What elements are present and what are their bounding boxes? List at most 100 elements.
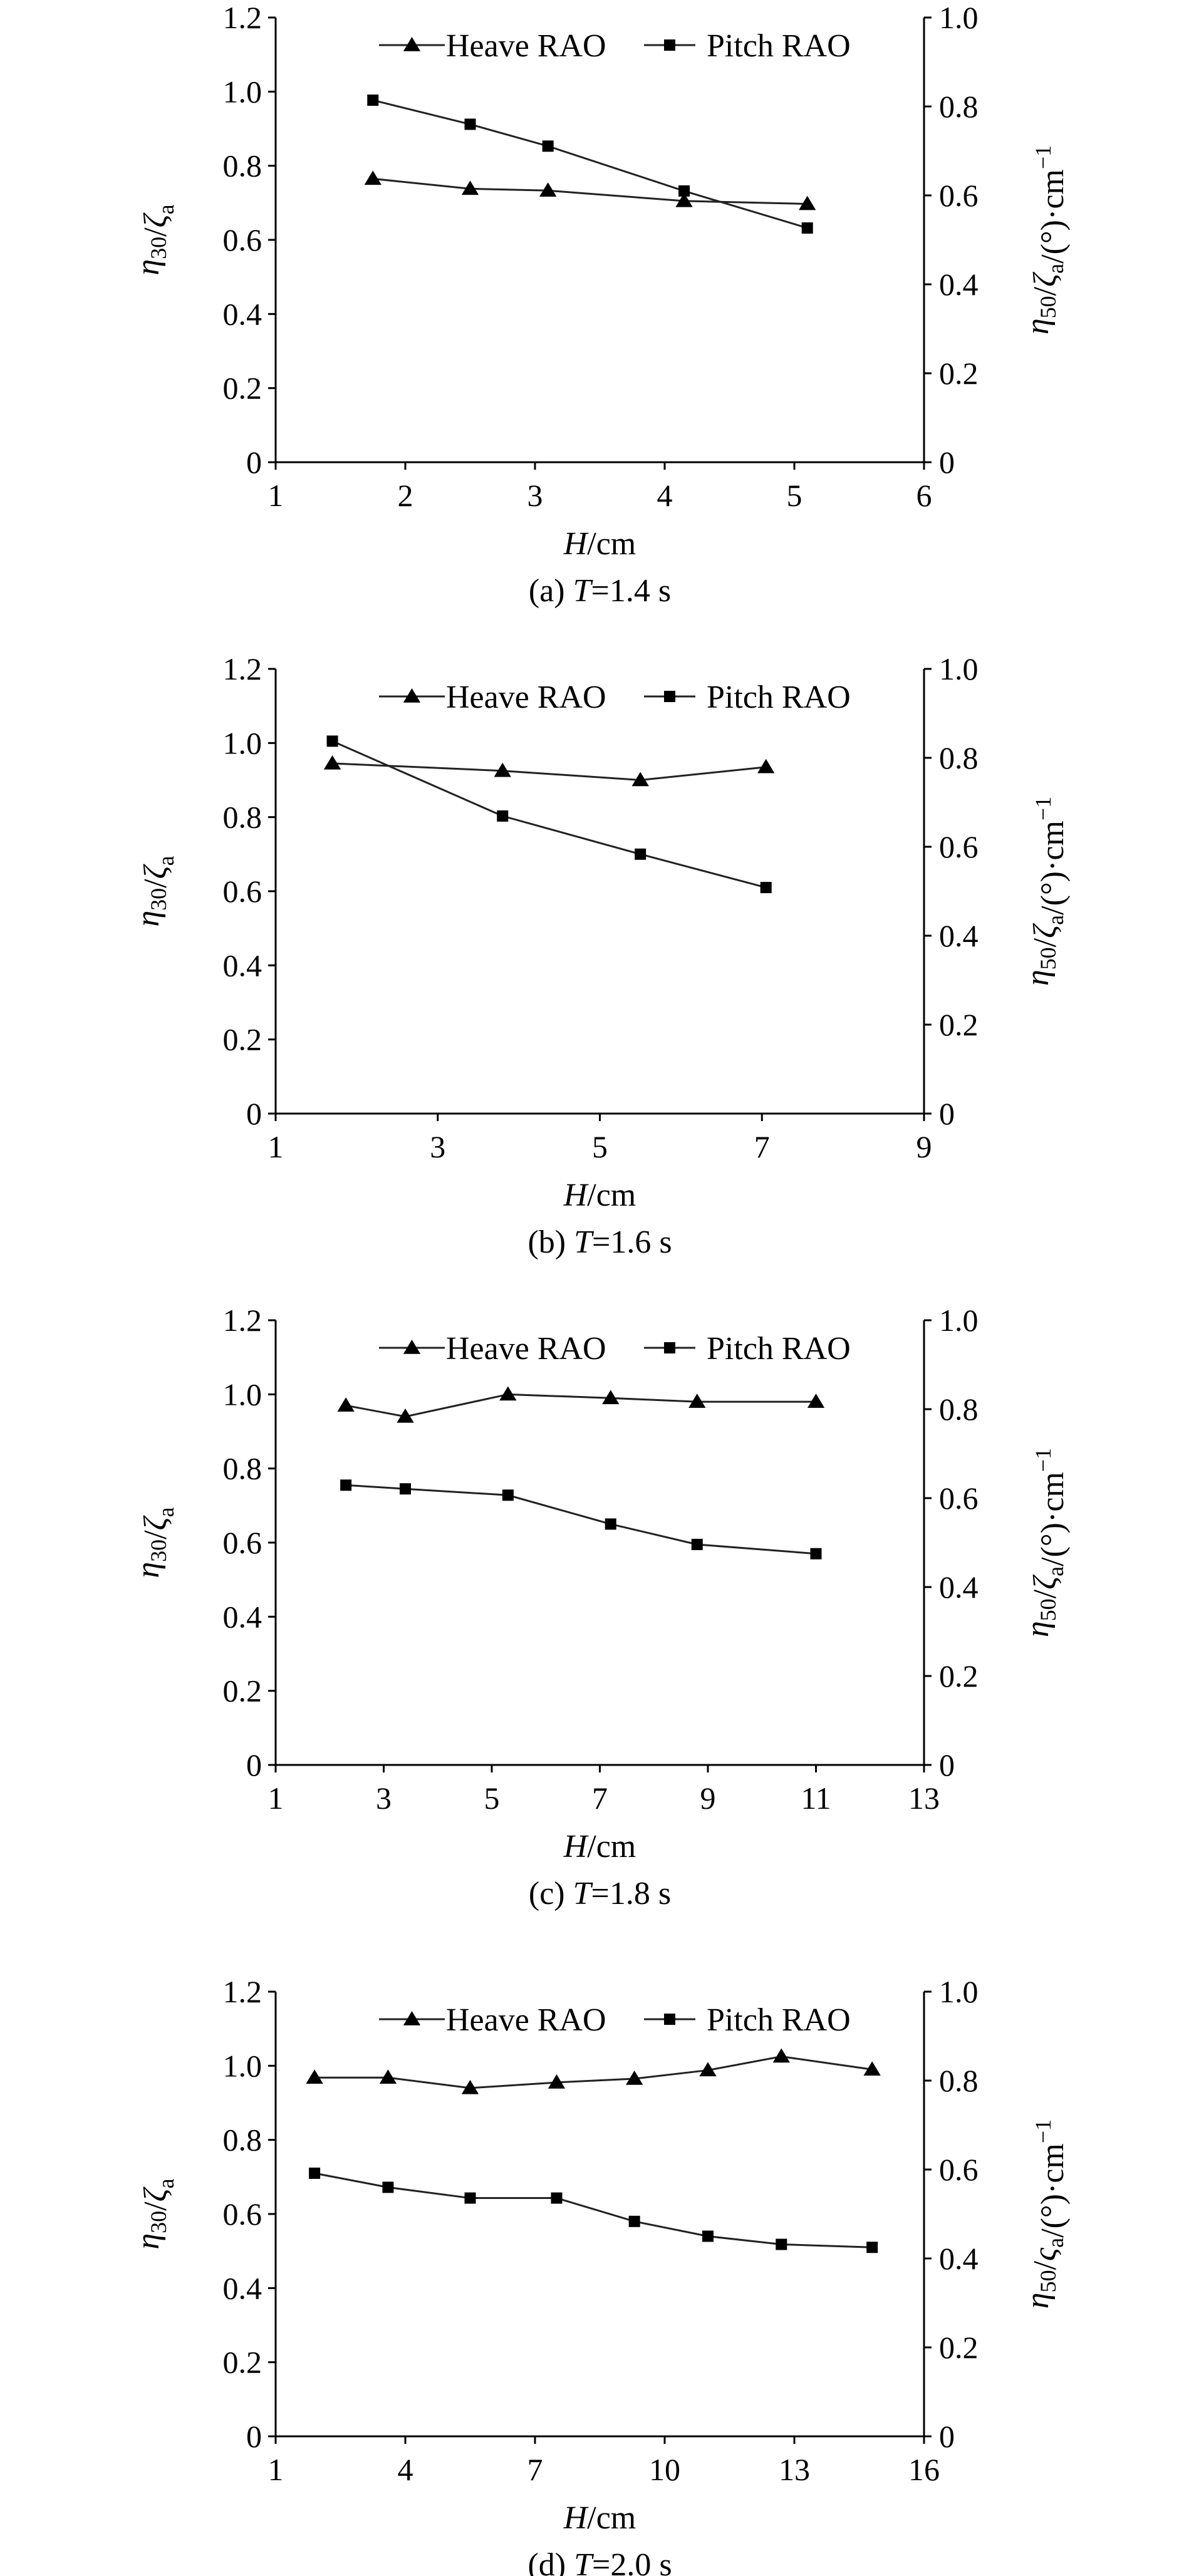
- heave-data-point: [337, 1397, 355, 1412]
- x-tick-label: 3: [527, 478, 543, 513]
- x-axis-label: H/cm: [563, 1177, 636, 1213]
- y-left-tick-label: 0: [246, 445, 262, 480]
- y-left-tick-label: 0.4: [223, 296, 262, 331]
- heave-data-point: [379, 2069, 397, 2084]
- pitch-data-point: [551, 2192, 563, 2204]
- heave-data-point: [461, 180, 479, 195]
- heave-legend-marker: [403, 1340, 421, 1354]
- x-tick-label: 16: [908, 2452, 940, 2487]
- x-tick-label: 1: [268, 1781, 284, 1816]
- y-left-tick-label: 1.2: [223, 0, 262, 35]
- y-left-tick-label: 0.8: [223, 148, 262, 184]
- heave-series-line: [373, 177, 808, 205]
- y-left-axis-label: η30/ζa: [130, 856, 179, 926]
- y-left-tick-label: 1.0: [223, 725, 262, 760]
- x-tick-label: 4: [398, 2452, 413, 2487]
- heave-legend-label: Heave RAO: [446, 28, 606, 64]
- heave-data-point: [863, 2061, 881, 2076]
- x-tick-label: 2: [398, 478, 413, 513]
- y-right-tick-label: 1.0: [939, 651, 979, 686]
- panel-caption: (a) T=1.4 s: [529, 573, 671, 609]
- y-right-tick-label: 0.8: [939, 1392, 979, 1427]
- heave-data-point: [799, 195, 816, 210]
- y-right-tick-label: 0.8: [939, 740, 979, 775]
- y-left-tick-label: 1.2: [223, 651, 262, 686]
- legend: Heave RAO Pitch RAO: [379, 1331, 851, 1367]
- pitch-legend-marker: [664, 691, 675, 702]
- x-tick-label: 13: [779, 2452, 810, 2487]
- y-left-tick-label: 0.6: [223, 1525, 262, 1560]
- y-right-tick-label: 0.6: [939, 2152, 979, 2187]
- y-right-axis-label: η50/ζa/(°)·cm−1: [1020, 1448, 1071, 1637]
- pitch-data-point: [635, 848, 647, 860]
- heave-series-line: [332, 762, 766, 782]
- heave-data-point: [626, 2071, 643, 2085]
- y-left-tick-label: 1.2: [223, 1974, 262, 2009]
- x-axis-label: H/cm: [563, 526, 636, 562]
- y-right-tick-label: 0.8: [939, 89, 979, 124]
- heave-data-point: [364, 170, 382, 185]
- y-left-axis-label: η30/ζa: [130, 2178, 179, 2249]
- pitch-legend-marker: [664, 1342, 675, 1353]
- pitch-data-point: [464, 118, 476, 130]
- y-left-tick-label: 1.0: [223, 2048, 262, 2083]
- x-tick-label: 4: [657, 478, 673, 513]
- panel-caption: (b) T=1.6 s: [527, 1224, 672, 1260]
- pitch-data-point: [497, 810, 509, 822]
- y-right-axis-label: η50/ζa/(°)·cm−1: [1020, 797, 1071, 986]
- y-right-tick-label: 0.4: [939, 1570, 979, 1605]
- y-left-tick-label: 0: [246, 2419, 262, 2454]
- x-tick-label: 9: [917, 1129, 932, 1164]
- heave-series-line: [345, 1393, 816, 1418]
- x-tick-label: 3: [376, 1781, 392, 1816]
- x-tick-label: 5: [592, 1129, 608, 1164]
- heave-legend-label: Heave RAO: [446, 2002, 606, 2038]
- heave-data-point: [688, 1394, 706, 1408]
- x-tick-label: 1: [268, 1129, 284, 1164]
- heave-data-point: [539, 182, 557, 197]
- y-right-tick-label: 0.4: [939, 267, 979, 302]
- y-left-tick-label: 1.0: [223, 1377, 262, 1412]
- heave-data-point: [699, 2062, 717, 2077]
- pitch-legend-marker: [664, 39, 675, 51]
- y-left-tick-label: 0.8: [223, 1451, 262, 1486]
- y-left-axis-label: η30/ζa: [130, 1507, 179, 1578]
- y-right-tick-label: 0: [939, 1096, 955, 1131]
- heave-legend-marker: [403, 2011, 421, 2025]
- heave-data-point: [306, 2069, 323, 2084]
- y-right-tick-label: 0.6: [939, 1481, 979, 1516]
- pitch-data-point: [702, 2230, 714, 2242]
- y-left-tick-label: 0.6: [223, 874, 262, 909]
- y-right-tick-label: 0.2: [939, 2330, 979, 2365]
- y-left-tick-label: 0.4: [223, 948, 262, 983]
- chart-panel-4: 0 0.2 0.4 0.6 0.8 1.0 1.2 0 0.2 0.4 0.6 0.8 1.0 1 4 7 10…: [130, 1974, 1071, 2576]
- y-left-tick-label: 0.8: [223, 2123, 262, 2158]
- y-left-tick-label: 0.6: [223, 2196, 262, 2232]
- pitch-data-point: [309, 2167, 321, 2179]
- pitch-data-point: [400, 1483, 411, 1495]
- y-right-tick-label: 0.2: [939, 1007, 979, 1042]
- heave-data-point: [602, 1390, 620, 1404]
- y-right-tick-label: 0: [939, 1747, 955, 1782]
- x-tick-label: 11: [801, 1781, 831, 1816]
- y-left-axis-label: η30/ζa: [130, 204, 179, 275]
- panel-caption: (d) T=2.0 s: [527, 2547, 672, 2576]
- pitch-data-point: [382, 2181, 394, 2193]
- legend: Heave RAO Pitch RAO: [379, 28, 851, 64]
- y-right-axis-label: η50/ςa/(°)·cm−1: [1020, 2119, 1071, 2309]
- heave-data-point: [675, 192, 693, 207]
- y-right-tick-label: 0: [939, 445, 955, 480]
- pitch-data-point: [605, 1518, 616, 1530]
- legend: Heave RAO Pitch RAO: [379, 680, 851, 715]
- y-right-tick-label: 1.0: [939, 1974, 979, 2009]
- pitch-data-point: [801, 222, 813, 234]
- heave-data-point: [548, 2074, 566, 2089]
- heave-legend-marker: [403, 37, 421, 51]
- heave-data-point: [757, 758, 775, 773]
- y-left-tick-label: 0.4: [223, 1599, 262, 1634]
- pitch-legend-label: Pitch RAO: [707, 1331, 851, 1367]
- heave-data-point: [461, 2079, 479, 2094]
- x-tick-label: 7: [592, 1781, 608, 1816]
- pitch-data-point: [340, 1479, 352, 1491]
